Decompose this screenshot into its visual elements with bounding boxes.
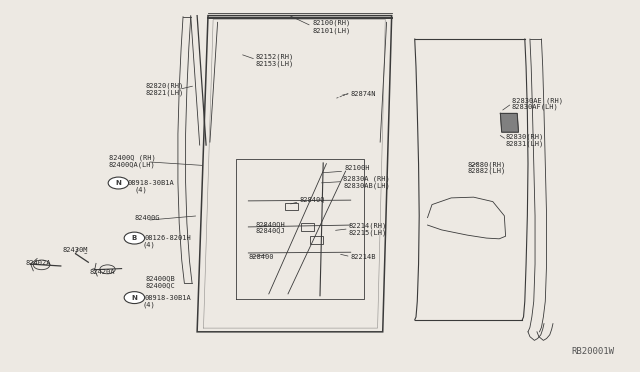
Text: 82400QA(LH): 82400QA(LH) [109,162,156,169]
Text: 82831(LH): 82831(LH) [506,140,544,147]
Text: (4): (4) [142,301,155,308]
Text: 82400QC: 82400QC [146,282,175,288]
Text: 82152(RH): 82152(RH) [256,53,294,60]
Text: 82882(LH): 82882(LH) [467,168,506,174]
Text: 82100H: 82100H [344,165,370,171]
Text: 82400QB: 82400QB [146,275,175,281]
Text: 82400Q (RH): 82400Q (RH) [109,155,156,161]
Text: 82820(RH): 82820(RH) [146,82,184,89]
Text: 82840QJ: 82840QJ [256,228,285,234]
Text: 82420A: 82420A [90,269,115,275]
Polygon shape [500,113,518,132]
Text: 82840QH: 82840QH [256,221,285,227]
Text: 08918-30B1A: 08918-30B1A [145,295,191,301]
Text: 82880(RH): 82880(RH) [467,161,506,168]
Bar [310,236,323,244]
Text: N: N [131,295,138,301]
Text: 82214(RH): 82214(RH) [349,223,387,230]
Text: 82101(LH): 82101(LH) [312,28,351,35]
Text: 82840Q: 82840Q [300,196,325,202]
Bar [285,203,298,210]
Bar [301,223,314,231]
Text: 82402A: 82402A [26,260,51,266]
Text: 82430M: 82430M [63,247,88,253]
Text: 82215(LH): 82215(LH) [349,230,387,236]
Circle shape [108,177,129,189]
Text: N: N [115,180,122,186]
Circle shape [124,232,145,244]
Text: 08918-30B1A: 08918-30B1A [128,180,175,186]
Text: 82830A (RH): 82830A (RH) [343,175,390,182]
Text: 82830AE (RH): 82830AE (RH) [512,97,563,104]
Text: B: B [132,235,137,241]
Text: 82830(RH): 82830(RH) [506,134,544,140]
Text: 82100(RH): 82100(RH) [312,20,351,26]
Text: 82400G: 82400G [134,215,160,221]
Text: 82153(LH): 82153(LH) [256,61,294,67]
Circle shape [124,292,145,304]
Text: (4): (4) [142,241,155,248]
Text: 82830AB(LH): 82830AB(LH) [343,182,390,189]
Text: 82214B: 82214B [351,254,376,260]
Text: 828400: 828400 [248,254,274,260]
Text: 82821(LH): 82821(LH) [146,90,184,96]
Text: RB20001W: RB20001W [572,347,614,356]
Text: 82874N: 82874N [351,91,376,97]
Text: (4): (4) [134,186,147,193]
Text: 08126-8201H: 08126-8201H [145,235,191,241]
Text: 82830AF(LH): 82830AF(LH) [512,104,559,110]
